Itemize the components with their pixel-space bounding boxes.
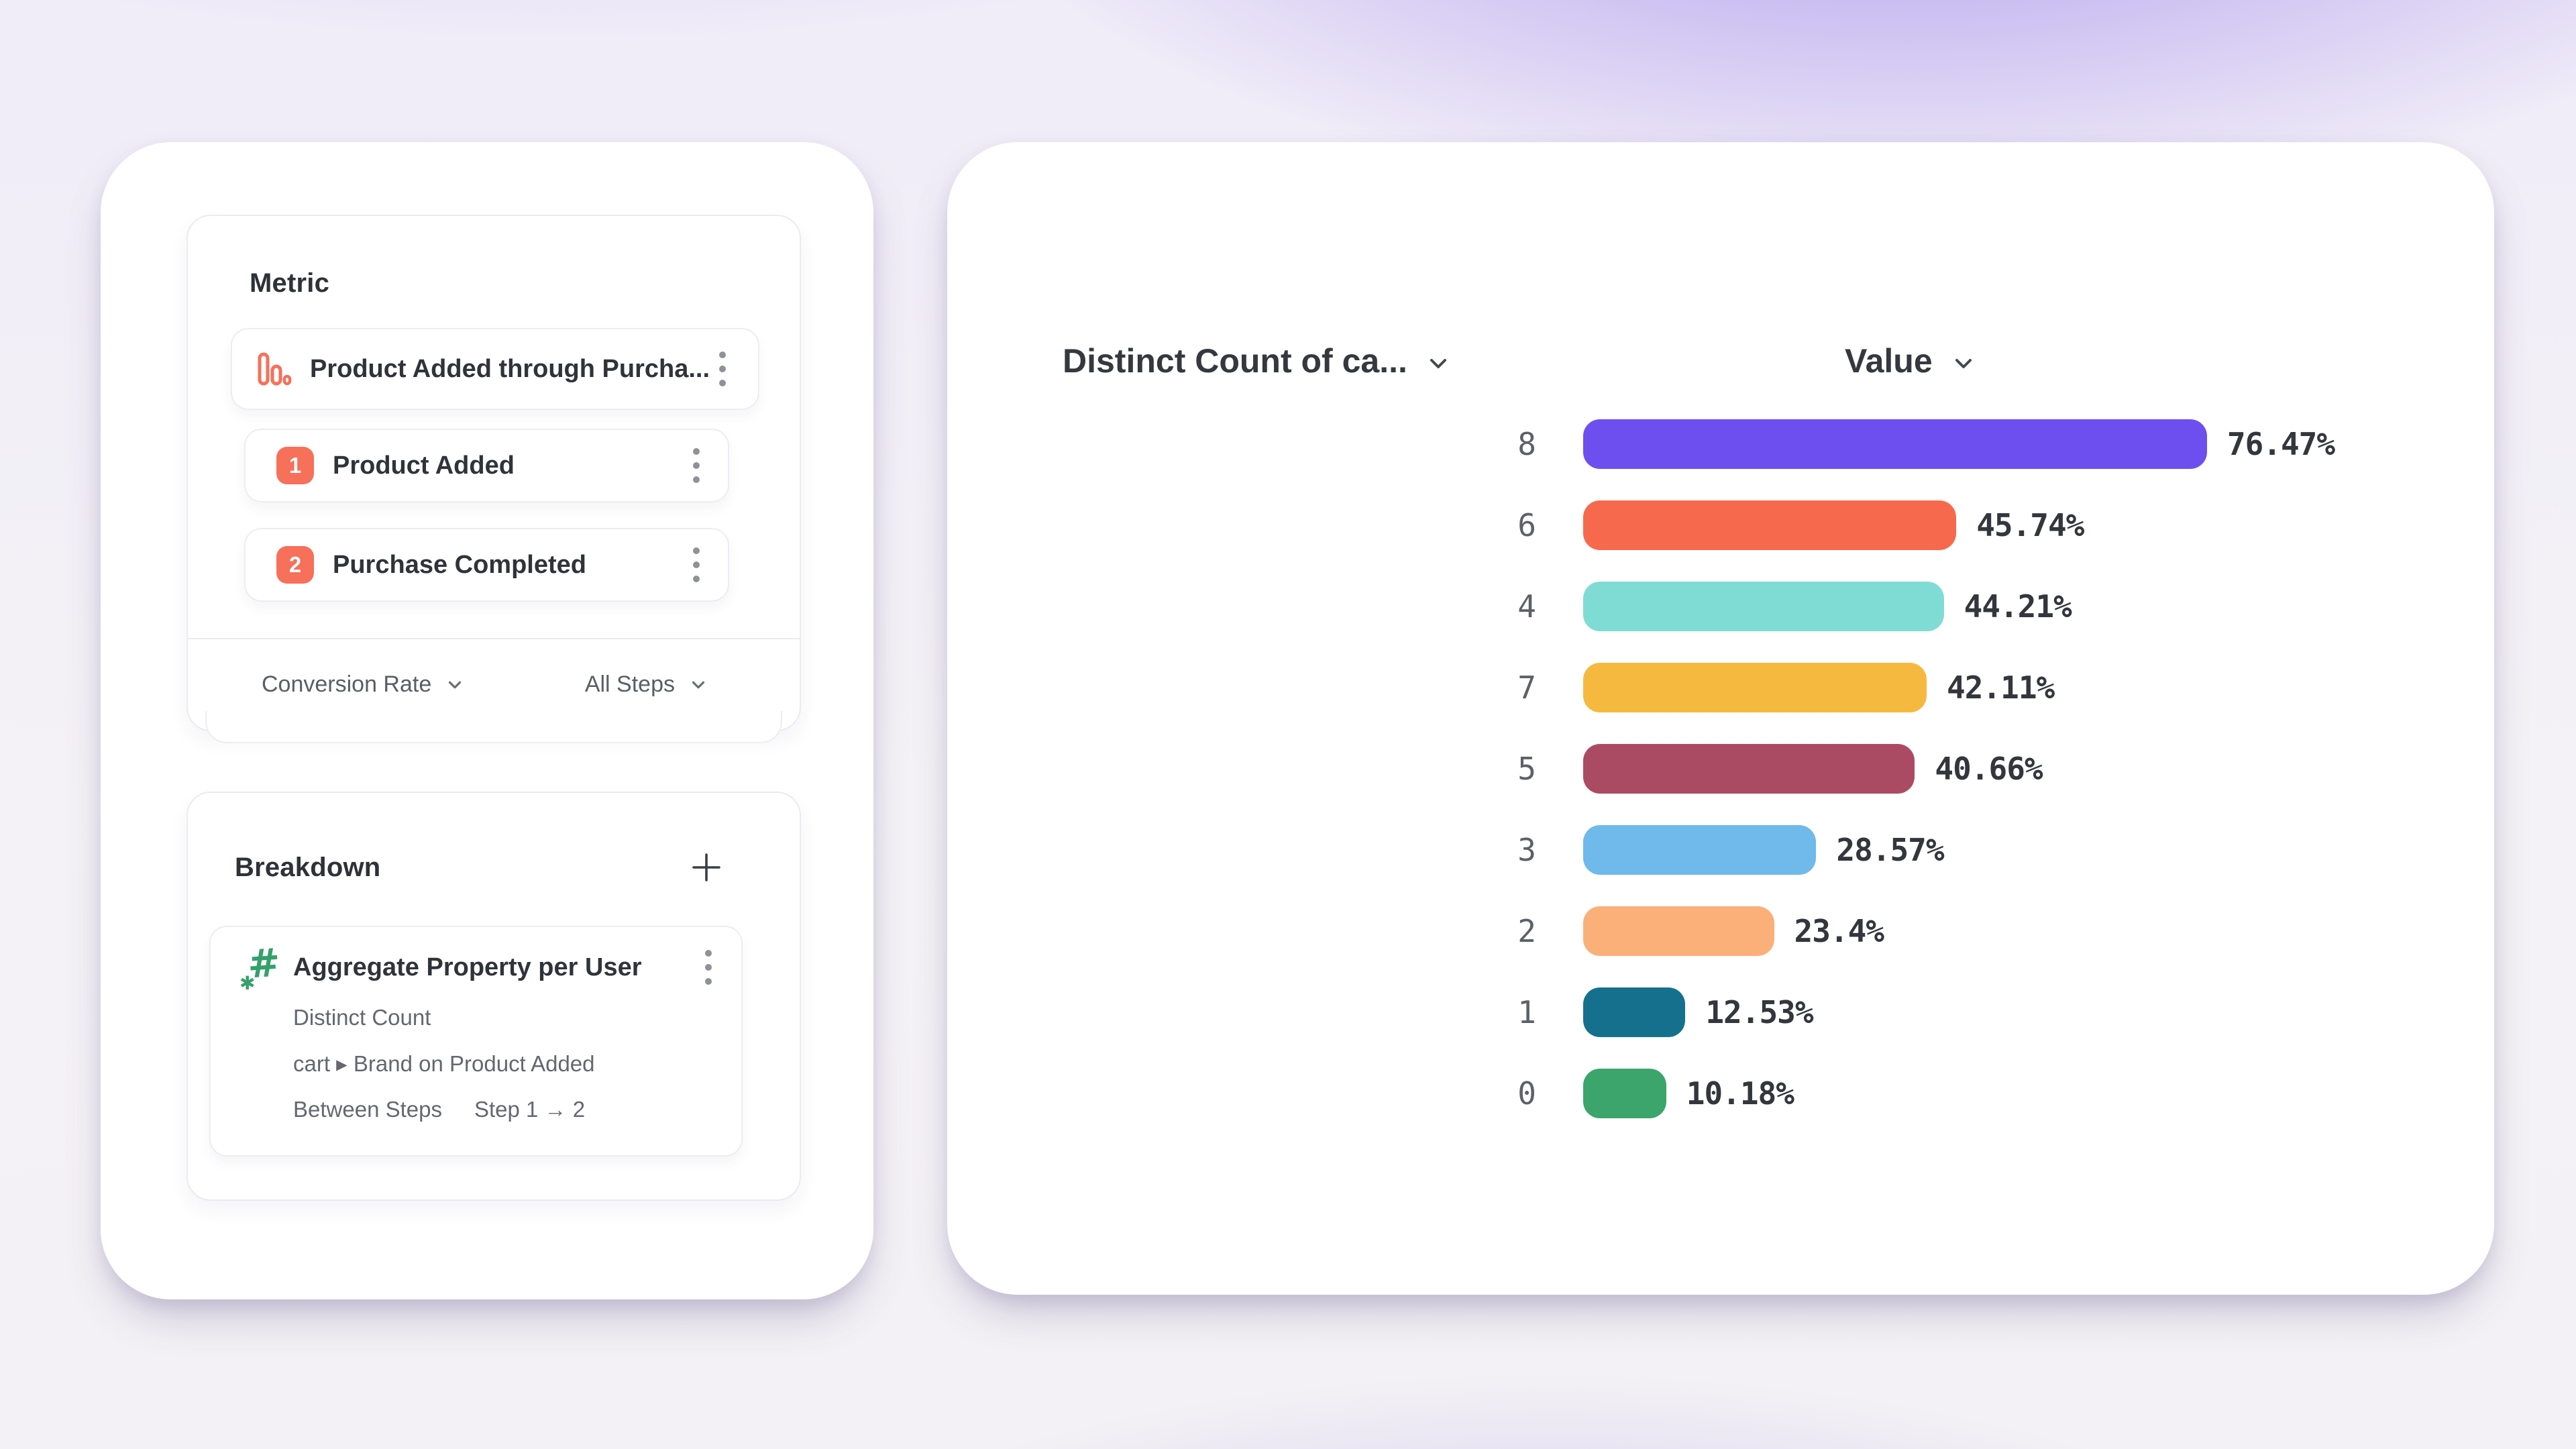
step-number-badge: 2 — [276, 546, 314, 584]
category-label: 2 — [1517, 912, 1536, 949]
funnel-step-1[interactable]: 1 Product Added — [244, 429, 729, 502]
step-number-badge: 1 — [276, 447, 314, 484]
chart-row: 2 23.4% — [947, 890, 2494, 971]
metric-panel-title: Metric — [250, 268, 330, 298]
bar-value-label: 76.47% — [2226, 425, 2335, 462]
bar[interactable] — [1583, 743, 1915, 794]
query-builder-card: Metric Product Added through Purcha... 1… — [101, 142, 873, 1299]
bar-value-label: 10.18% — [1686, 1075, 1794, 1112]
bar[interactable] — [1583, 662, 1927, 712]
kebab-menu-icon[interactable] — [715, 347, 730, 390]
value-column-header[interactable]: Value — [1841, 341, 1981, 381]
value-column-label: Value — [1845, 342, 1933, 380]
all-steps-dropdown[interactable]: All Steps — [581, 671, 712, 698]
step-range-value: Step 1 → 2 — [474, 1097, 586, 1122]
category-label: 1 — [1517, 994, 1536, 1030]
conversion-rate-label: Conversion Rate — [262, 672, 432, 697]
breakdown-item[interactable]: # ✱ Aggregate Property per User Distinct… — [209, 926, 743, 1157]
kebab-menu-icon[interactable] — [701, 946, 716, 989]
bar[interactable] — [1583, 1068, 1666, 1118]
chart-row: 8 76.47% — [947, 403, 2494, 484]
between-steps-label: Between Steps — [293, 1097, 442, 1122]
category-column-header[interactable]: Distinct Count of ca... — [1059, 341, 1456, 381]
category-label: 6 — [1517, 506, 1536, 543]
all-steps-label: All Steps — [584, 672, 675, 697]
chart-row: 7 42.11% — [947, 647, 2494, 728]
breakdown-header: Breakdown — [235, 849, 724, 885]
metric-event-title: Product Added through Purcha... — [310, 354, 710, 383]
category-label: 4 — [1517, 588, 1536, 625]
category-label: 0 — [1517, 1075, 1536, 1112]
step-label: Purchase Completed — [333, 550, 586, 579]
breakdown-property: cart ▸ Brand on Product Added — [293, 1051, 595, 1076]
metric-event-row[interactable]: Product Added through Purcha... — [231, 328, 759, 410]
bar[interactable] — [1583, 419, 2207, 469]
bar-value-label: 12.53% — [1705, 994, 1813, 1030]
category-label: 5 — [1517, 750, 1536, 787]
bar-value-label: 28.57% — [1836, 831, 1944, 868]
horizontal-bar-chart: 8 76.47% 6 45.74% 4 44.21% 7 42.11% 5 40.66% 3 28.5… — [947, 403, 2494, 1134]
breakdown-step-scope: Between Steps Step 1 → 2 — [293, 1097, 716, 1122]
chart-row: 6 45.74% — [947, 484, 2494, 566]
chart-row: 1 12.53% — [947, 971, 2494, 1053]
chart-row: 4 44.21% — [947, 566, 2494, 647]
chart-card: Distinct Count of ca... Value 8 76.47% 6 45… — [947, 142, 2494, 1295]
bar[interactable] — [1583, 500, 1957, 550]
breakdown-item-title: Aggregate Property per User — [293, 953, 642, 981]
hash-aggregate-icon: # ✱ — [239, 939, 282, 994]
bar-value-label: 45.74% — [1976, 506, 2084, 543]
breakdown-aggregation: Distinct Count — [293, 1005, 431, 1030]
funnel-step-2[interactable]: 2 Purchase Completed — [244, 528, 729, 602]
category-label: 7 — [1517, 669, 1536, 706]
bar-value-label: 42.11% — [1947, 669, 2055, 706]
category-label: 8 — [1517, 425, 1536, 462]
chevron-down-icon — [1955, 359, 1972, 368]
breakdown-panel-title: Breakdown — [235, 852, 381, 882]
kebab-menu-icon[interactable] — [689, 543, 704, 586]
metric-panel-footer: Conversion Rate All Steps — [188, 638, 800, 730]
bar[interactable] — [1583, 824, 1817, 875]
metric-panel: Metric Product Added through Purcha... 1… — [186, 215, 801, 743]
bar[interactable] — [1583, 906, 1774, 956]
bar[interactable] — [1583, 581, 1944, 631]
bar-value-label: 40.66% — [1935, 750, 2043, 787]
bar-value-label: 44.21% — [1964, 588, 2072, 625]
bar-value-label: 23.4% — [1794, 912, 1884, 949]
chart-row: 0 10.18% — [947, 1053, 2494, 1134]
chevron-down-icon — [692, 681, 705, 688]
chart-row: 5 40.66% — [947, 728, 2494, 809]
chevron-down-icon — [1430, 359, 1446, 368]
step-label: Product Added — [333, 451, 515, 480]
breakdown-panel: Breakdown # ✱ Aggregate Property per Use… — [186, 792, 801, 1201]
funnel-chart-icon — [256, 351, 292, 387]
chevron-down-icon — [449, 681, 462, 688]
plus-icon — [692, 853, 720, 881]
kebab-menu-icon[interactable] — [689, 444, 704, 487]
conversion-rate-dropdown[interactable]: Conversion Rate — [258, 671, 469, 698]
category-column-label: Distinct Count of ca... — [1063, 342, 1407, 380]
category-label: 3 — [1517, 831, 1536, 868]
add-breakdown-button[interactable] — [688, 849, 724, 885]
bar[interactable] — [1583, 987, 1686, 1037]
breakdown-item-header: # ✱ Aggregate Property per User — [239, 939, 716, 994]
chart-row: 3 28.57% — [947, 809, 2494, 890]
